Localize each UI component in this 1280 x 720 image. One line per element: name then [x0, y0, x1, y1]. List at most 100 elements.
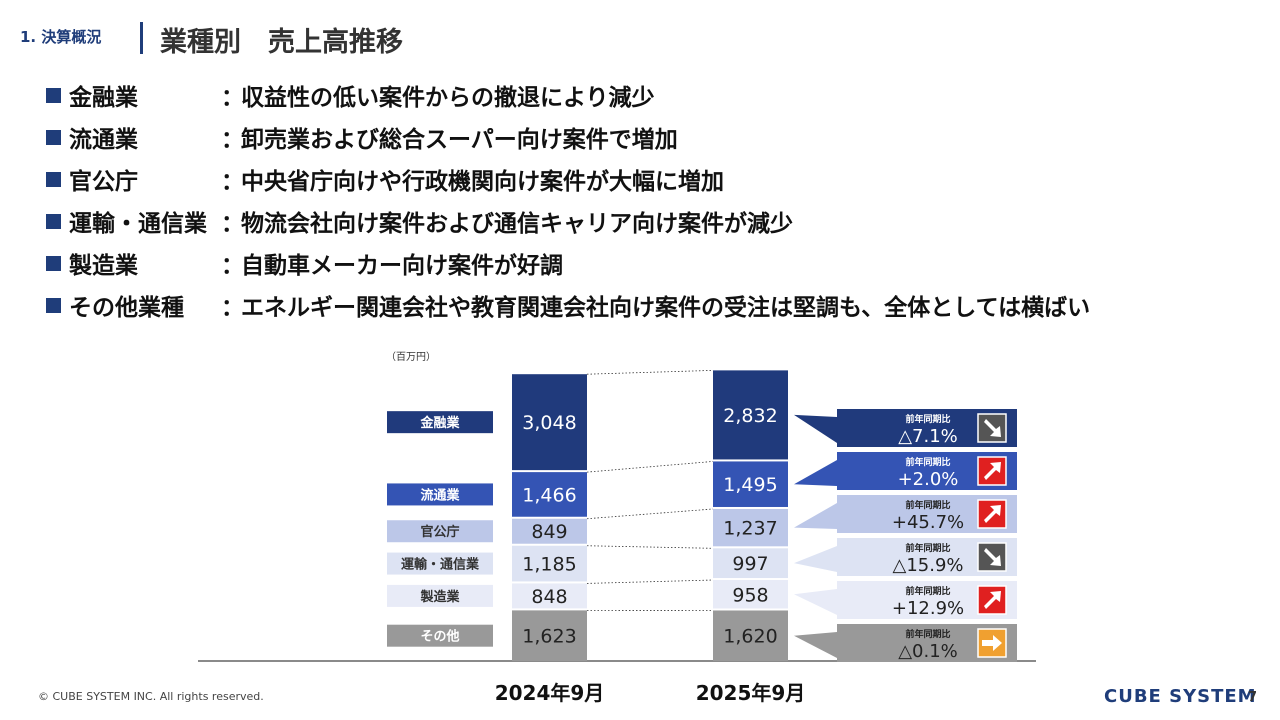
bar-segment [512, 583, 587, 609]
bar-value-label: 848 [531, 586, 567, 608]
bar-value-label: 1,237 [723, 518, 777, 540]
legend-box [387, 483, 493, 506]
callout-caption: 前年同期比 [905, 542, 950, 554]
connector-line [586, 508, 714, 520]
legend-label: 製造業 [419, 589, 460, 605]
square-bullet-icon [46, 171, 61, 187]
bar-value-label: 1,620 [723, 626, 777, 648]
bar-segment [512, 518, 587, 544]
callout-pointer [794, 632, 837, 658]
bar-value-label: 997 [732, 553, 768, 575]
square-bullet-icon [46, 255, 61, 271]
bar-segment [713, 580, 788, 609]
connector-line [586, 545, 714, 549]
bullet-row: 金融業 ： 収益性の低い案件からの撤退により減少 [46, 74, 1090, 116]
bar-value-label: 2,832 [723, 405, 777, 427]
callout-caption: 前年同期比 [905, 413, 950, 425]
title-divider [140, 22, 143, 54]
bar-segment [512, 472, 587, 517]
bullet-desc: 卸売業および総合スーパー向け案件で増加 [241, 127, 678, 153]
bar-value-label: 1,495 [723, 474, 777, 496]
callout-change-value: △0.1% [898, 641, 958, 662]
callout-pointer [794, 460, 837, 486]
square-bullet-icon [46, 297, 61, 313]
bullet-name: その他業種 [69, 295, 184, 321]
trend-arrow-glyph [984, 591, 1001, 609]
trend-up-icon [977, 456, 1007, 486]
bar-segment [713, 508, 788, 547]
bullet-colon: ： [221, 295, 244, 321]
category-label: 2025年9月 [696, 681, 806, 705]
trend-arrow-glyph [984, 505, 1001, 523]
bar-value-label: 3,048 [522, 412, 576, 434]
bullet-colon: ： [221, 253, 244, 279]
legend-label: 官公庁 [420, 524, 459, 540]
bullet-row: 運輸・通信業 ： 物流会社向け案件および通信キャリア向け案件が減少 [46, 200, 1090, 242]
callout-caption: 前年同期比 [905, 456, 950, 468]
bullet-list: 金融業 ： 収益性の低い案件からの撤退により減少 流通業 ： 卸売業および総合ス… [46, 74, 1090, 326]
bullet-name: 流通業 [69, 127, 138, 153]
legend-label: 運輸・通信業 [401, 557, 480, 573]
legend-label: 流通業 [420, 487, 460, 503]
bar-segment [512, 545, 587, 582]
callout-change-value: +12.9% [892, 598, 964, 619]
callout-caption: 前年同期比 [905, 628, 950, 640]
callout-caption: 前年同期比 [905, 585, 950, 597]
connector-line [586, 579, 714, 584]
legend-label: その他 [420, 629, 459, 645]
copyright: © CUBE SYSTEM INC. All rights reserved. [38, 690, 264, 703]
legend-box [387, 411, 493, 434]
callout-caption: 前年同期比 [905, 499, 950, 511]
connector-line [586, 369, 714, 375]
bullet-name: 製造業 [69, 253, 138, 279]
square-bullet-icon [46, 129, 61, 145]
callout-change-value: +2.0% [898, 469, 959, 490]
square-bullet-icon [46, 213, 61, 229]
trend-arrow-glyph [984, 548, 1001, 566]
trend-arrow-glyph [984, 462, 1001, 480]
bullet-row: その他業種 ： エネルギー関連会社や教育関連会社向け案件の受注は堅調も、全体とし… [46, 284, 1090, 326]
bullet-desc: エネルギー関連会社や教育関連会社向け案件の受注は堅調も、全体としては横ばい [241, 295, 1091, 321]
legend-box [387, 624, 493, 647]
callout-pointer [794, 503, 837, 529]
trend-arrow-glyph [984, 419, 1001, 437]
square-bullet-icon [46, 87, 61, 103]
bar-segment [512, 610, 587, 661]
callout-pointer [794, 589, 837, 615]
page-number: 7 [1248, 690, 1258, 705]
bar-value-label: 1,623 [522, 626, 576, 648]
page-title: 業種別 売上高推移 [160, 27, 403, 58]
bullet-desc: 収益性の低い案件からの撤退により減少 [241, 85, 655, 111]
bullet-colon: ： [221, 169, 244, 195]
bar-segment [713, 610, 788, 661]
section-label: 1. 決算概況 [20, 28, 102, 46]
bullet-row: 流通業 ： 卸売業および総合スーパー向け案件で増加 [46, 116, 1090, 158]
bullet-desc: 自動車メーカー向け案件が好調 [241, 253, 563, 279]
bullet-row: 製造業 ： 自動車メーカー向け案件が好調 [46, 242, 1090, 284]
bullet-row: 官公庁 ： 中央省庁向けや行政機関向け案件が大幅に増加 [46, 158, 1090, 200]
legend-box [387, 584, 493, 607]
bullet-name: 官公庁 [69, 169, 138, 195]
legend-box [387, 520, 493, 543]
callout-pointer [794, 546, 837, 572]
unit-label: （百万円） [386, 351, 436, 363]
bar-segment [512, 374, 587, 471]
bullet-desc: 中央省庁向けや行政機関向け案件が大幅に増加 [241, 169, 724, 195]
callout-change-value: △7.1% [898, 426, 958, 447]
trend-arrow-glyph [982, 635, 1002, 651]
bar-value-label: 849 [531, 521, 567, 543]
bar-value-label: 958 [732, 584, 768, 606]
callout-pointer [794, 414, 837, 443]
bar-value-label: 1,466 [522, 484, 576, 506]
company-logo: CUBE SYSTEM [1104, 686, 1257, 707]
bar-segment [713, 461, 788, 507]
callout-change-value: △15.9% [892, 555, 963, 576]
bullet-colon: ： [221, 127, 244, 153]
legend-box [387, 552, 493, 575]
legend-label: 金融業 [419, 415, 460, 431]
bullet-name: 運輸・通信業 [69, 211, 207, 237]
callout-change-value: +45.7% [892, 512, 964, 533]
bullet-colon: ： [221, 85, 244, 111]
bullet-colon: ： [221, 211, 244, 237]
